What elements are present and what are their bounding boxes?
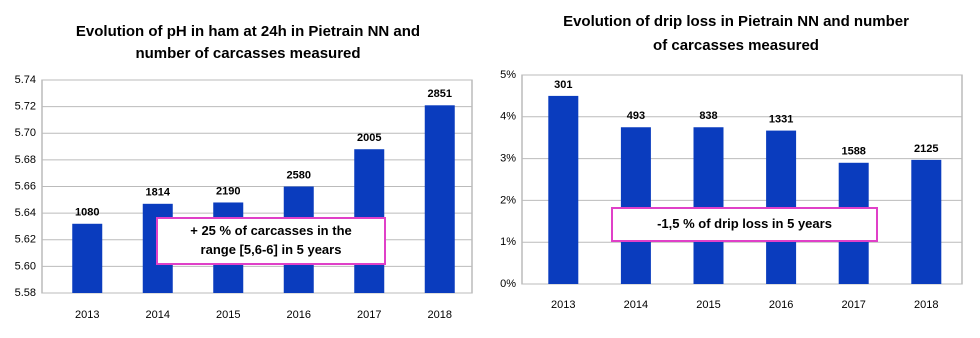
x-tick-label: 2017 bbox=[357, 309, 381, 321]
x-tick-label: 2014 bbox=[146, 309, 170, 321]
y-tick-label: 2% bbox=[500, 194, 516, 206]
annotation: -1,5 % of drip loss in 5 years bbox=[657, 216, 832, 231]
data-label: 2125 bbox=[914, 143, 938, 155]
annotation-box bbox=[156, 217, 386, 265]
data-label: 2851 bbox=[428, 88, 452, 100]
bar bbox=[911, 159, 942, 284]
chart-title: of carcasses measured bbox=[653, 37, 819, 54]
x-tick-label: 2015 bbox=[216, 309, 240, 321]
bar bbox=[693, 127, 724, 284]
y-tick-label: 5.62 bbox=[15, 234, 36, 246]
data-label: 1588 bbox=[841, 146, 865, 158]
annotation: range [5,6-6] in 5 years bbox=[201, 242, 342, 257]
data-label: 2005 bbox=[357, 132, 381, 144]
y-tick-label: 3% bbox=[500, 153, 516, 165]
bar bbox=[548, 95, 579, 285]
y-tick-label: 5.58 bbox=[15, 287, 36, 299]
x-tick-label: 2017 bbox=[841, 299, 865, 311]
data-label: 2190 bbox=[216, 185, 240, 197]
data-label: 493 bbox=[627, 110, 645, 122]
data-label: 2580 bbox=[287, 169, 311, 181]
y-tick-label: 5.70 bbox=[15, 127, 36, 139]
data-label: 1814 bbox=[146, 187, 171, 199]
y-tick-label: 4% bbox=[500, 111, 516, 123]
data-label: 1331 bbox=[769, 114, 793, 126]
y-tick-label: 0% bbox=[500, 278, 516, 290]
chart-title: number of carcasses measured bbox=[135, 45, 360, 62]
data-label: 1080 bbox=[75, 207, 99, 219]
x-tick-label: 2015 bbox=[696, 299, 720, 311]
y-tick-label: 5.60 bbox=[15, 260, 36, 272]
x-tick-label: 2016 bbox=[769, 299, 793, 311]
bar bbox=[620, 127, 651, 284]
y-tick-label: 5.66 bbox=[15, 180, 36, 192]
y-tick-label: 5.74 bbox=[15, 74, 36, 86]
bar bbox=[72, 223, 103, 293]
chart-title: Evolution of pH in ham at 24h in Pietrai… bbox=[76, 23, 420, 40]
annotation: + 25 % of carcasses in the bbox=[190, 223, 352, 238]
data-label: 301 bbox=[554, 79, 572, 91]
y-tick-label: 5.68 bbox=[15, 154, 36, 166]
y-tick-label: 1% bbox=[500, 236, 516, 248]
x-tick-label: 2018 bbox=[428, 309, 452, 321]
x-tick-label: 2018 bbox=[914, 299, 938, 311]
x-tick-label: 2014 bbox=[624, 299, 648, 311]
x-tick-label: 2013 bbox=[75, 309, 99, 321]
x-tick-label: 2016 bbox=[287, 309, 311, 321]
y-tick-label: 5.64 bbox=[15, 207, 36, 219]
bar bbox=[424, 105, 455, 293]
x-tick-label: 2013 bbox=[551, 299, 575, 311]
y-tick-label: 5% bbox=[500, 69, 516, 81]
chart-title: Evolution of drip loss in Pietrain NN an… bbox=[563, 13, 909, 30]
plot-area bbox=[521, 74, 963, 285]
data-label: 838 bbox=[699, 110, 717, 122]
annotation-box bbox=[611, 207, 878, 242]
y-tick-label: 5.72 bbox=[15, 101, 36, 113]
